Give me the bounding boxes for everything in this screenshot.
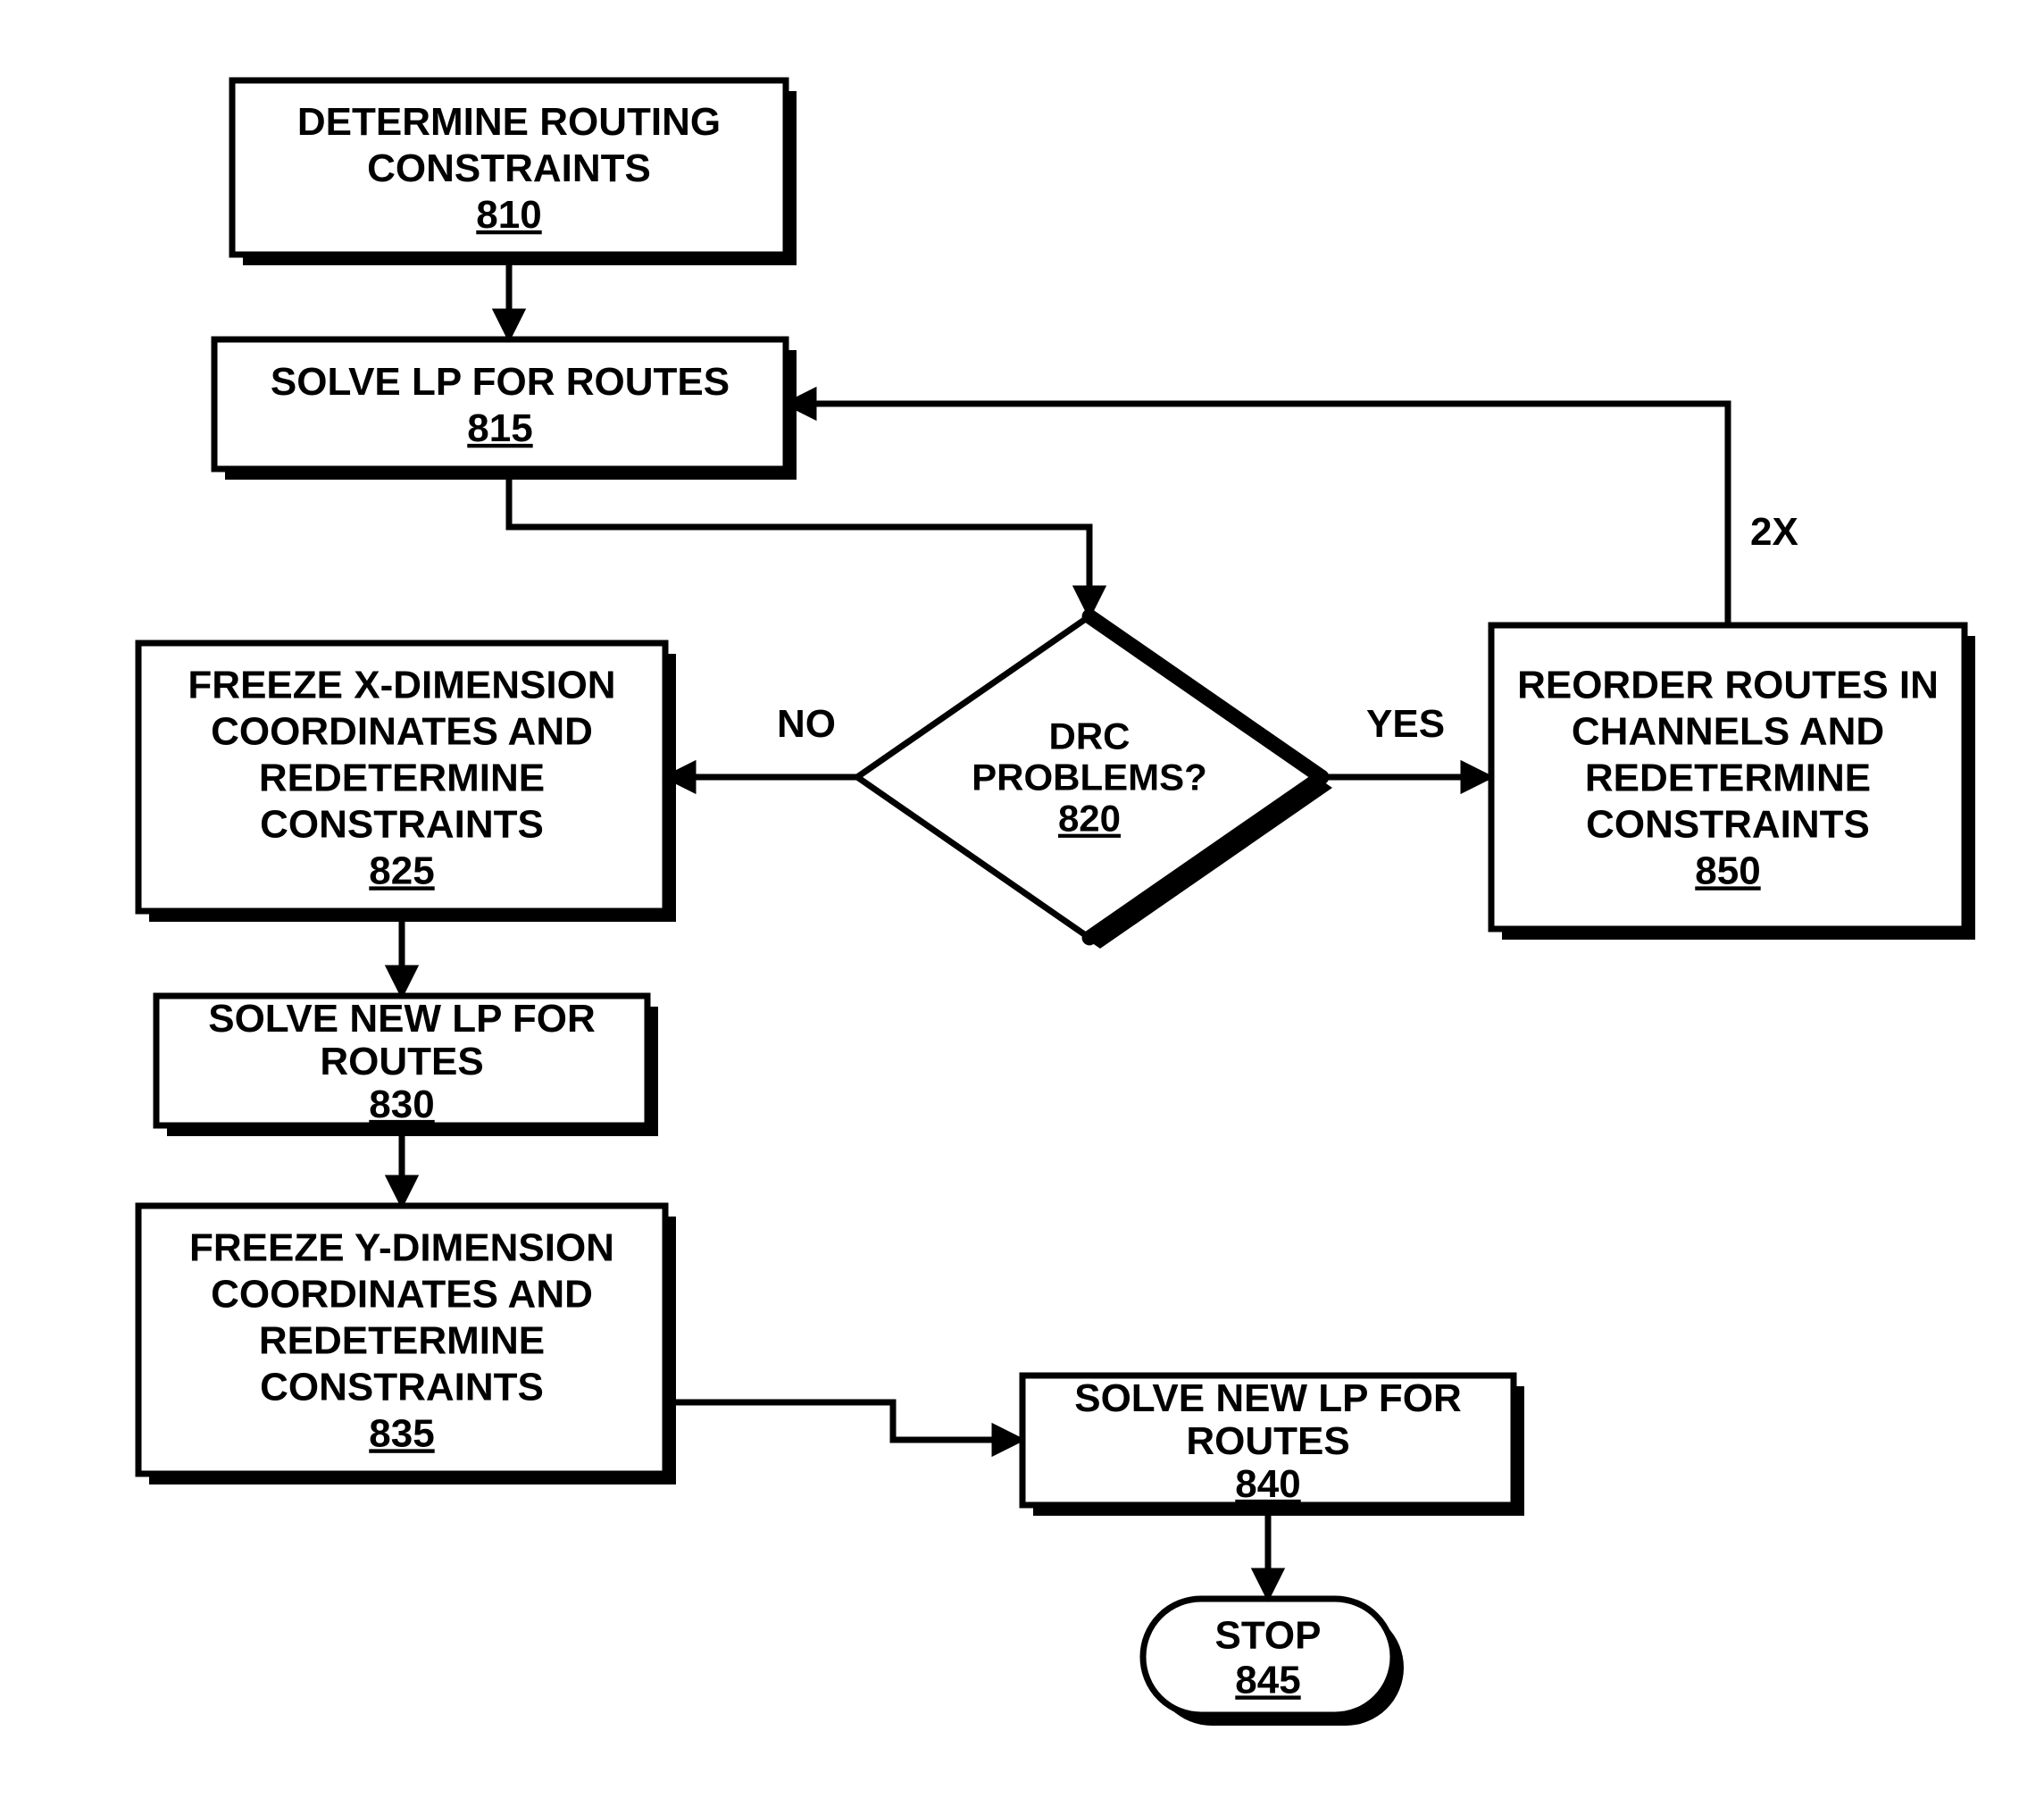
svg-text:840: 840: [1235, 1462, 1300, 1506]
svg-text:YES: YES: [1366, 702, 1445, 746]
svg-text:NO: NO: [777, 702, 836, 746]
svg-text:CONSTRAINTS: CONSTRAINTS: [1586, 802, 1870, 846]
svg-text:PROBLEMS?: PROBLEMS?: [972, 757, 1207, 799]
svg-text:ROUTES: ROUTES: [320, 1040, 483, 1083]
svg-text:FREEZE X-DIMENSION: FREEZE X-DIMENSION: [188, 663, 615, 707]
svg-text:830: 830: [369, 1083, 434, 1126]
svg-text:845: 845: [1235, 1658, 1300, 1702]
svg-text:2X: 2X: [1750, 510, 1798, 554]
svg-text:815: 815: [467, 406, 532, 450]
svg-text:COORDINATES AND: COORDINATES AND: [211, 709, 593, 753]
svg-text:CHANNELS AND: CHANNELS AND: [1572, 709, 1884, 753]
svg-text:SOLVE NEW LP FOR: SOLVE NEW LP FOR: [1074, 1376, 1462, 1420]
svg-text:CONSTRAINTS: CONSTRAINTS: [260, 802, 544, 846]
svg-text:REDETERMINE: REDETERMINE: [1585, 756, 1871, 799]
svg-text:825: 825: [369, 849, 434, 892]
svg-text:ROUTES: ROUTES: [1186, 1419, 1349, 1463]
svg-text:DETERMINE ROUTING: DETERMINE ROUTING: [297, 100, 721, 144]
svg-text:REORDER ROUTES IN: REORDER ROUTES IN: [1517, 663, 1939, 707]
svg-text:CONSTRAINTS: CONSTRAINTS: [260, 1365, 544, 1409]
svg-text:SOLVE NEW LP FOR: SOLVE NEW LP FOR: [208, 997, 596, 1041]
svg-text:STOP: STOP: [1214, 1613, 1321, 1657]
svg-text:FREEZE Y-DIMENSION: FREEZE Y-DIMENSION: [189, 1225, 614, 1269]
svg-text:REDETERMINE: REDETERMINE: [259, 756, 545, 799]
flowchart-canvas: DETERMINE ROUTINGCONSTRAINTS810SOLVE LP …: [0, 0, 2044, 1798]
svg-text:820: 820: [1058, 798, 1121, 840]
svg-text:850: 850: [1695, 849, 1760, 892]
svg-text:SOLVE LP FOR ROUTES: SOLVE LP FOR ROUTES: [271, 360, 730, 404]
svg-text:CONSTRAINTS: CONSTRAINTS: [367, 146, 651, 190]
svg-text:REDETERMINE: REDETERMINE: [259, 1318, 545, 1362]
svg-text:COORDINATES AND: COORDINATES AND: [211, 1272, 593, 1316]
svg-text:810: 810: [476, 193, 541, 237]
svg-text:835: 835: [369, 1411, 434, 1455]
svg-text:DRC: DRC: [1049, 715, 1130, 757]
